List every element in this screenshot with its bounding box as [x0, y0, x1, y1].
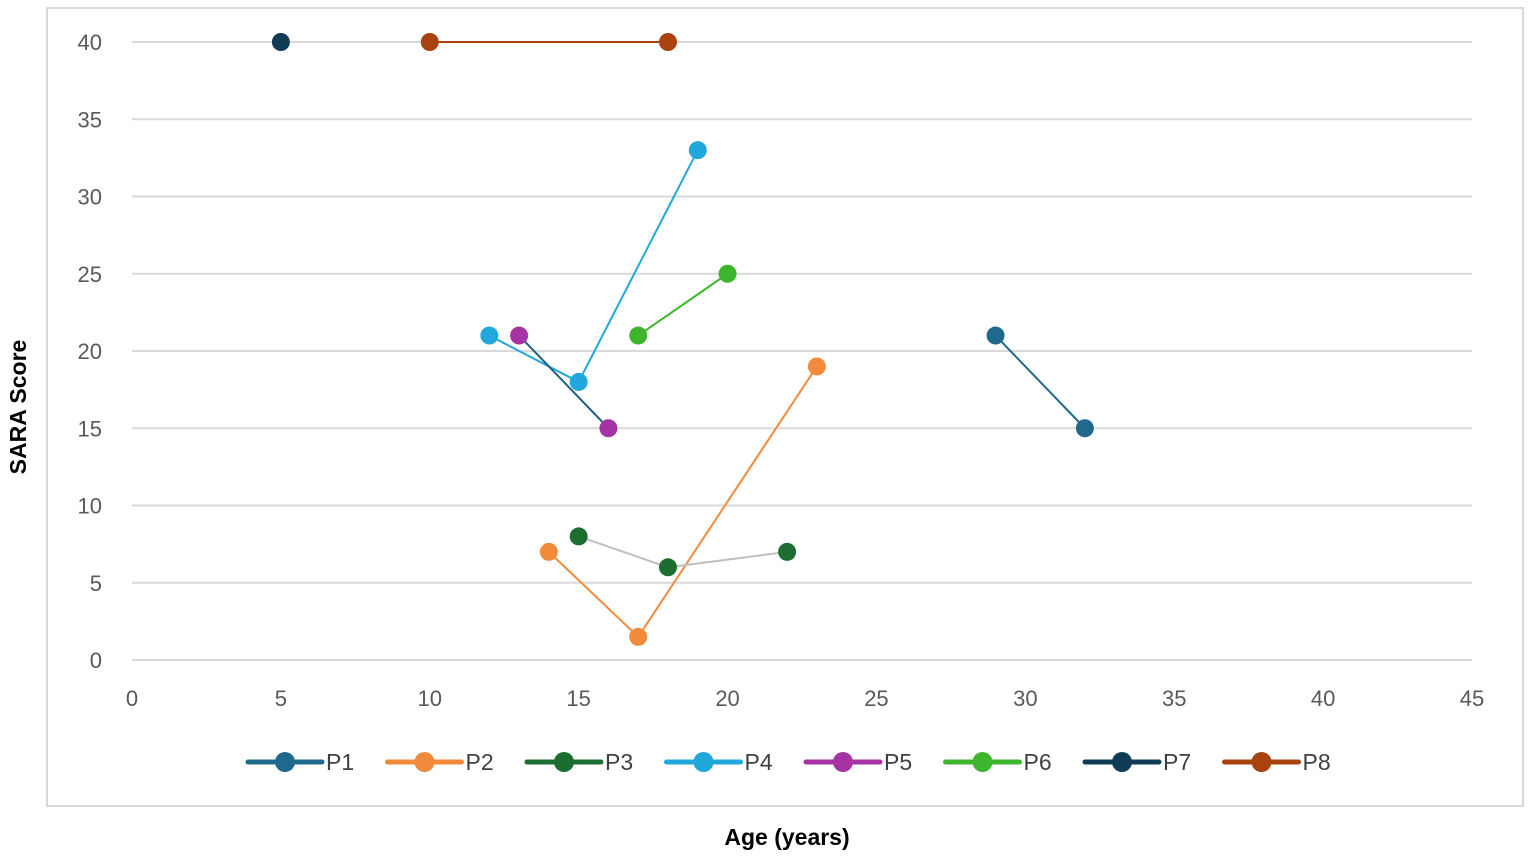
data-point-p6 — [629, 326, 648, 345]
data-point-p7 — [271, 33, 290, 51]
series-p3 — [569, 527, 797, 577]
legend-item-p4: P4 — [664, 749, 773, 775]
data-point-p2 — [539, 542, 558, 561]
legend-label: P2 — [466, 749, 494, 775]
legend-label: P4 — [745, 749, 773, 775]
x-tick-label: 40 — [1311, 686, 1335, 711]
legend-item-p8: P8 — [1222, 749, 1331, 775]
x-tick-label: 30 — [1013, 686, 1037, 711]
legend-item-p5: P5 — [803, 749, 912, 775]
grid-lines — [132, 41, 1472, 661]
legend-marker — [1251, 752, 1272, 772]
legend-label: P7 — [1163, 749, 1191, 775]
legend-item-p6: P6 — [943, 749, 1052, 775]
legend-marker — [1112, 752, 1132, 772]
data-point-p4 — [688, 141, 707, 160]
legend-marker — [414, 752, 435, 772]
legend-item-p1: P1 — [245, 749, 354, 775]
series-p1 — [986, 326, 1094, 438]
legend-marker — [554, 752, 574, 772]
y-tick-label: 20 — [78, 339, 102, 364]
y-tick-label: 35 — [78, 107, 102, 132]
series-p5 — [510, 326, 618, 438]
legend-label: P3 — [605, 749, 633, 775]
legend-item-p7: P7 — [1082, 749, 1191, 775]
y-tick-label: 30 — [78, 185, 102, 210]
y-axis-ticks: 0 5 10 15 20 25 30 35 40 — [78, 30, 102, 673]
legend-item-p2: P2 — [385, 749, 494, 775]
data-point-p8 — [420, 33, 439, 51]
x-tick-label: 10 — [418, 686, 442, 711]
x-tick-label: 0 — [126, 686, 138, 711]
x-tick-label: 35 — [1162, 686, 1186, 711]
y-tick-label: 15 — [78, 416, 102, 441]
chart-frame — [46, 7, 1524, 807]
series-p8 — [420, 33, 677, 51]
series-line-p3 — [578, 535, 788, 569]
x-tick-label: 25 — [864, 686, 888, 711]
data-point-p2 — [807, 357, 826, 376]
series-line-p4 — [488, 149, 699, 384]
data-point-p3 — [569, 527, 588, 546]
data-point-p5 — [599, 419, 618, 438]
series-p4 — [480, 141, 707, 391]
x-axis-title: Age (years) — [724, 824, 849, 850]
y-tick-label: 5 — [90, 571, 102, 596]
data-point-p3 — [659, 558, 677, 577]
data-point-p4 — [480, 326, 499, 345]
data-point-p1 — [986, 326, 1005, 345]
y-tick-label: 10 — [78, 494, 102, 519]
legend-marker — [275, 752, 295, 772]
y-tick-label: 0 — [90, 648, 102, 673]
legend-marker — [833, 752, 853, 772]
series-p2 — [539, 357, 826, 646]
data-point-p2 — [629, 627, 648, 646]
legend-label: P6 — [1024, 749, 1052, 775]
legend-marker — [693, 752, 714, 772]
series-line-p6 — [637, 272, 729, 337]
y-tick-label: 25 — [78, 262, 102, 287]
x-tick-label: 15 — [566, 686, 590, 711]
legend-marker — [972, 752, 993, 772]
legend-label: P5 — [884, 749, 912, 775]
data-point-p3 — [778, 542, 797, 561]
data-point-p8 — [659, 33, 677, 51]
series-line-p5 — [518, 334, 610, 429]
y-axis-title: SARA Score — [5, 340, 31, 475]
legend: P1 P2 P3 P4 P5 P6 P7 P8 — [245, 749, 1331, 775]
data-point-p6 — [718, 264, 737, 283]
x-tick-label: 5 — [275, 686, 287, 711]
legend-label: P1 — [326, 749, 354, 775]
legend-label: P8 — [1303, 749, 1331, 775]
series-p7 — [271, 33, 290, 51]
legend-item-p3: P3 — [524, 749, 633, 775]
data-point-p1 — [1075, 419, 1094, 438]
series-group — [271, 33, 1094, 646]
y-tick-label: 40 — [78, 30, 102, 55]
data-point-p5 — [510, 326, 529, 345]
data-point-p4 — [569, 372, 588, 391]
x-tick-label: 45 — [1460, 686, 1484, 711]
series-line-p1 — [994, 334, 1086, 429]
series-p6 — [629, 264, 737, 345]
x-axis-ticks: 0 5 10 15 20 25 30 35 40 45 — [126, 686, 1484, 711]
x-tick-label: 20 — [715, 686, 739, 711]
